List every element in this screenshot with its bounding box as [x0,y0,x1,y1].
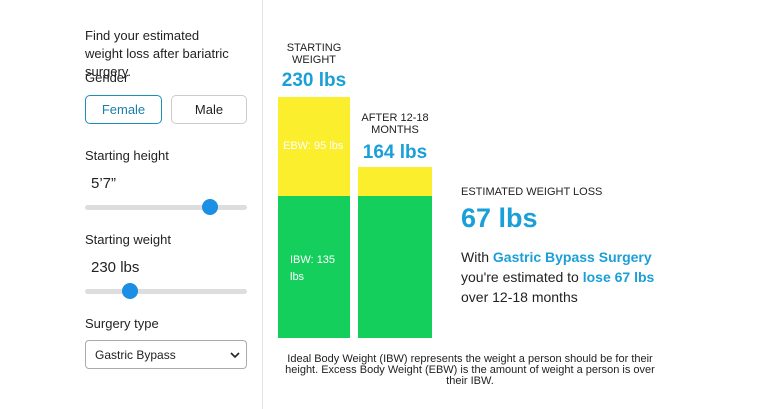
highlight: Gastric Bypass Surgery [492,249,652,265]
ebw-label: EBW: 95 lbs [283,140,344,152]
height-value: 5’7” [91,175,117,192]
loss-label: ESTIMATED WEIGHT LOSS [461,186,603,198]
weight-label: Starting weight [85,232,171,247]
divider [262,0,263,409]
text: over 12-18 months [461,289,578,305]
ebw-bar [278,97,350,196]
loss-value: 67 lbs [461,203,538,233]
ibw-label: IBW: 135 lbs [290,254,336,283]
ibw-bar [278,196,350,338]
chevron [230,352,240,359]
text: With [461,249,493,265]
surgery-select[interactable]: Gastric Bypass [85,340,247,369]
starting-label: STARTING WEIGHT [286,42,342,66]
height-slider[interactable] [85,205,247,210]
gender-female[interactable]: Female [85,95,162,124]
after-label: AFTER 12-18 MONTHS [361,112,429,136]
text: you're estimated to [461,269,583,285]
surgery-label: Surgery type [85,316,159,331]
gender-male[interactable]: Male [171,95,247,124]
starting-value: 230 lbs [281,70,347,91]
loss-summary: With Gastric Bypass Surgery you're estim… [461,247,666,307]
surgery-value: Gastric Bypass [95,347,176,362]
after-ibw-bar [358,196,432,338]
highlight: lose 67 lbs [582,269,655,285]
height-label: Starting height [85,148,169,163]
after-ebw-bar [358,167,432,196]
intro: Find your estimated weight loss after ba… [85,28,229,79]
after-value: 164 lbs [362,142,428,163]
weight-thumb[interactable] [122,283,138,299]
note: Ideal Body Weight (IBW) represents the w… [285,353,655,387]
gender-label: Gender [85,70,129,85]
height-thumb[interactable] [202,199,218,215]
weight-value: 230 lbs [91,259,140,276]
weight-slider[interactable] [85,289,247,294]
